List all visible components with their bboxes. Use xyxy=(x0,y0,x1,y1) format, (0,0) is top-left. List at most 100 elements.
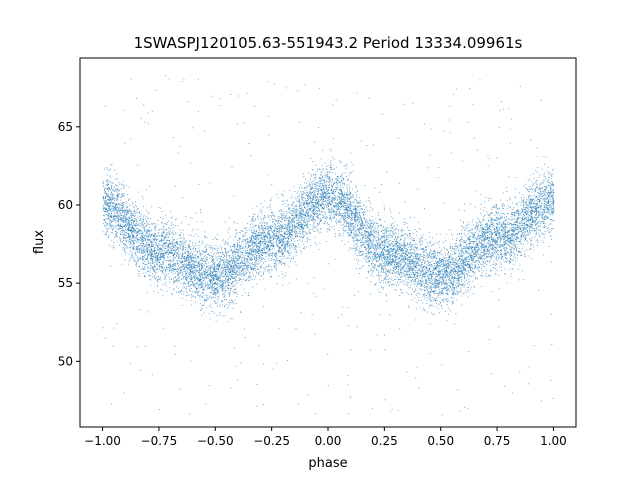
data-point xyxy=(450,261,452,262)
data-point xyxy=(137,270,139,272)
data-point xyxy=(517,229,519,231)
data-point xyxy=(422,265,424,267)
data-point xyxy=(173,273,175,275)
data-point xyxy=(244,262,245,264)
data-point xyxy=(128,253,130,255)
data-point xyxy=(409,243,411,245)
data-point xyxy=(396,225,398,226)
data-point xyxy=(175,233,177,235)
data-point xyxy=(255,237,257,239)
data-point xyxy=(327,193,329,194)
data-point xyxy=(268,263,270,265)
data-point xyxy=(156,285,158,287)
data-point xyxy=(269,248,270,250)
data-point xyxy=(217,250,218,252)
data-point xyxy=(404,239,406,241)
data-point xyxy=(461,273,463,275)
data-point xyxy=(188,259,190,261)
data-point xyxy=(308,211,310,213)
data-point xyxy=(547,211,549,213)
data-point xyxy=(390,279,392,281)
data-point xyxy=(300,220,302,222)
data-point xyxy=(237,123,238,125)
data-point xyxy=(387,275,389,277)
data-point xyxy=(182,262,183,263)
data-point xyxy=(112,195,114,197)
data-point xyxy=(369,223,371,225)
data-point xyxy=(194,277,195,279)
data-point xyxy=(114,207,116,209)
data-point xyxy=(265,252,267,254)
data-point xyxy=(362,221,364,223)
data-point xyxy=(207,268,209,270)
data-point xyxy=(395,267,397,269)
data-point xyxy=(237,256,239,258)
data-point xyxy=(287,242,289,244)
data-point xyxy=(524,255,526,257)
data-point xyxy=(312,228,314,230)
data-point xyxy=(525,212,527,214)
data-point xyxy=(173,288,175,290)
data-point xyxy=(359,224,361,226)
data-point xyxy=(204,246,206,248)
data-point xyxy=(181,269,183,271)
data-point xyxy=(233,257,235,259)
data-point xyxy=(289,223,291,225)
data-point xyxy=(481,286,482,288)
data-point xyxy=(484,265,486,267)
data-point xyxy=(544,193,545,195)
data-point xyxy=(389,411,391,413)
data-point xyxy=(107,183,109,185)
data-point xyxy=(416,281,418,283)
data-point xyxy=(439,252,441,254)
data-point xyxy=(322,169,324,171)
data-point xyxy=(239,272,241,274)
data-point xyxy=(143,225,145,226)
data-point xyxy=(186,255,188,257)
data-point xyxy=(123,187,124,189)
data-point xyxy=(147,223,149,225)
data-point xyxy=(395,237,397,239)
data-point xyxy=(165,234,167,236)
data-point xyxy=(166,221,168,223)
data-point xyxy=(429,243,431,244)
data-point xyxy=(397,281,398,283)
data-point xyxy=(257,267,259,269)
data-point xyxy=(462,270,464,272)
data-point xyxy=(195,271,197,273)
data-point xyxy=(508,261,510,263)
data-point xyxy=(500,254,502,255)
data-point xyxy=(428,269,430,271)
data-point xyxy=(258,241,260,243)
data-point xyxy=(398,242,400,244)
data-point xyxy=(215,289,217,291)
data-point xyxy=(328,177,330,179)
data-point xyxy=(137,230,139,232)
data-point xyxy=(245,253,247,254)
data-point xyxy=(231,260,233,262)
data-point xyxy=(450,264,451,266)
data-point xyxy=(519,85,521,87)
data-point xyxy=(422,241,423,243)
data-point xyxy=(541,168,543,170)
data-point xyxy=(182,244,184,246)
data-point xyxy=(314,187,316,189)
data-point xyxy=(140,237,141,238)
data-point xyxy=(415,267,417,268)
data-point xyxy=(551,214,553,216)
data-point xyxy=(266,238,268,240)
data-point xyxy=(477,247,479,249)
data-point xyxy=(255,256,257,258)
data-point xyxy=(535,220,536,222)
data-point xyxy=(203,256,205,258)
data-point xyxy=(513,248,515,250)
data-point xyxy=(498,231,500,233)
data-point xyxy=(150,262,152,264)
data-point xyxy=(112,190,114,192)
data-point xyxy=(274,228,276,229)
data-point xyxy=(399,257,401,259)
data-point xyxy=(299,192,301,194)
data-point xyxy=(247,252,249,254)
data-point xyxy=(486,254,488,256)
data-point xyxy=(341,174,343,176)
